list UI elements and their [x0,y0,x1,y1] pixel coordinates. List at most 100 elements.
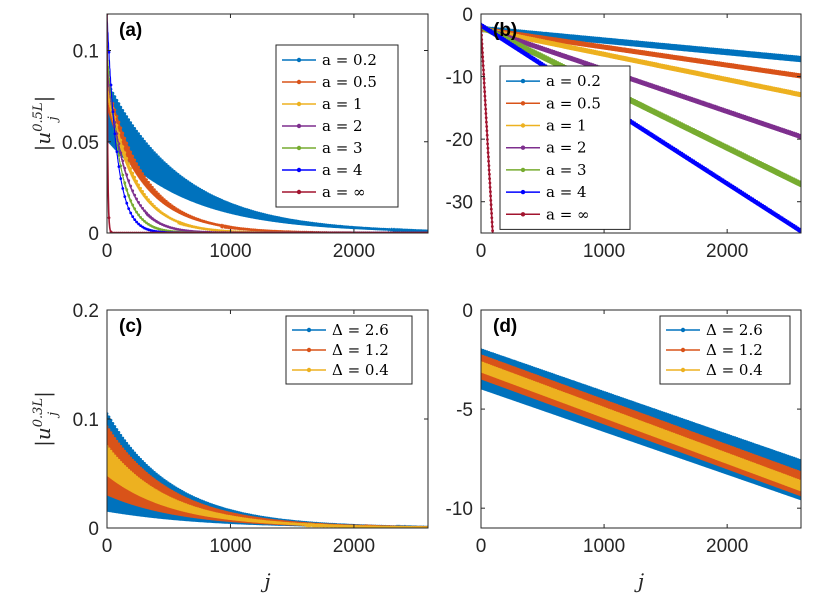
series-point [155,479,158,483]
x-tick-label: 2000 [333,536,375,557]
series-point [115,98,119,102]
series-point [676,149,680,153]
series-point [162,161,166,165]
series-point [487,155,490,159]
series-point [482,77,486,81]
series-point [481,46,484,50]
y-axis-label: |u0.3Lj| [31,391,61,447]
series-point [481,59,485,63]
series-point [141,218,145,221]
series-point [488,177,491,181]
series-point [125,115,129,119]
series-point [536,59,540,63]
series-point [370,227,374,231]
series-point [168,166,172,170]
series-point [190,182,194,186]
series-point [125,188,129,192]
series-point [798,227,801,231]
series-point [137,213,141,217]
series-point [775,53,778,57]
series-point [143,193,146,196]
series-point [166,201,170,205]
series-point [786,220,790,224]
legend-marker [680,367,686,373]
series-point [127,179,131,183]
series-2 [481,361,801,492]
series-point [139,186,143,190]
series-point [113,132,117,136]
series-point [123,166,127,170]
series-point [342,524,346,528]
legend-entry: a = 4 [322,161,363,179]
series-point [131,203,135,207]
series-point [109,83,113,87]
series-point [129,470,133,474]
series-point [378,227,381,231]
series-point [125,441,129,445]
series-point [139,204,143,207]
legend-entry: a = 2 [322,117,363,135]
series-point [488,186,492,189]
series-point [131,449,135,452]
series-point [540,61,544,65]
series-point [491,30,495,33]
series-point [484,107,488,111]
y-tick-label: -10 [446,68,473,89]
panel-label: (a) [119,20,142,41]
panel-d: 0 1000 2000 0 -5 -10 (d) j Δ = 2.6 Δ = 1.2 Δ = 0.4 [446,301,802,593]
series-point [139,134,143,138]
series-point [111,422,115,425]
series-point [157,474,160,477]
legend-marker [520,101,526,106]
series-point [490,225,494,228]
series-point [485,129,489,133]
series-point [137,165,141,169]
series-point [376,227,379,231]
series-point [162,478,166,482]
series-point [153,188,156,192]
series-point [141,468,145,472]
legend-marker [520,145,526,150]
series-point [688,156,692,160]
series-point [107,216,111,220]
series-point [380,227,383,231]
legend: a = 0.2 a = 0.5 a = 1 a = 2 a = 3 a = 4 a = ∞ [499,65,631,230]
series-point [115,439,119,443]
series-point [119,151,123,155]
legend-entry: Δ = 0.4 [332,361,389,379]
series-point [330,524,334,528]
series-point [147,484,150,488]
axes-box [480,13,802,234]
series-point [491,234,494,237]
series-point [129,121,133,125]
series-point [528,30,532,34]
series-point [765,206,768,210]
y-axis-label: |u0.5Lj| [31,96,61,152]
series-point [147,180,150,184]
series-point [491,229,494,233]
series-point [178,174,182,178]
series-point [119,138,123,142]
series-point [113,454,117,458]
series-point [753,198,757,202]
series-point [299,522,302,526]
series-point [137,132,141,136]
series-point [568,34,571,37]
series-point [519,47,522,51]
series-point [639,125,642,128]
series-point [619,38,623,42]
series-point [113,425,117,428]
series-point [322,524,326,527]
series-point [147,465,150,469]
x-axis-label: j [260,569,270,593]
series-point [493,264,496,267]
series-point [388,228,391,231]
legend-entry: a = 0.5 [546,94,601,112]
axes-box [480,309,802,529]
series-point [164,199,168,203]
series-point [481,38,484,41]
series-point [336,524,340,528]
series-point [151,149,154,152]
series-point [137,464,141,468]
y-tick-label: -20 [446,130,473,151]
